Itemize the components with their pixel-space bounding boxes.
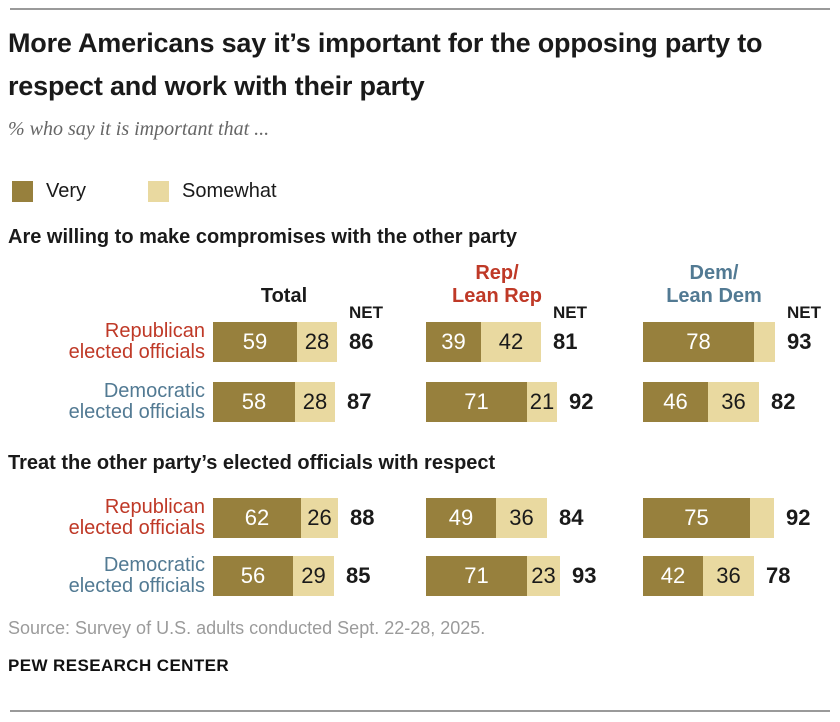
very-segment: 58: [213, 382, 295, 422]
net-value: 82: [771, 389, 796, 414]
somewhat-segment: 42: [481, 322, 541, 362]
legend-label-somewhat: Somewhat: [182, 180, 277, 202]
row-label: Republican elected officials: [0, 497, 205, 539]
column-header: Dem/Lean Dem: [619, 252, 809, 308]
stacked-bar: 75 92: [643, 498, 810, 538]
legend: Very Somewhat: [12, 180, 277, 203]
row-label-line: elected officials: [68, 401, 205, 423]
net-value: 84: [559, 505, 584, 530]
chart-subtitle: % who say it is important that ...: [8, 118, 270, 140]
row-label-line: elected officials: [68, 575, 205, 597]
section-heading: Are willing to make compromises with the…: [8, 226, 517, 248]
section-heading: Treat the other party’s elected official…: [8, 452, 496, 474]
row-label-line: elected officials: [68, 517, 205, 539]
row-label-line: Republican: [104, 320, 205, 342]
stacked-bar: 59 28 86: [213, 322, 373, 362]
column-header-line: Dem/: [689, 262, 739, 284]
very-segment: 75: [643, 498, 750, 538]
stacked-bar: 62 26 88: [213, 498, 374, 538]
net-value: 87: [347, 389, 372, 414]
stacked-bar: 39 42 81: [426, 322, 577, 362]
very-segment: 71: [426, 556, 527, 596]
stacked-bar: 71 23 93: [426, 556, 596, 596]
legend-label-very: Very: [46, 180, 87, 202]
stacked-bar: 56 29 85: [213, 556, 370, 596]
row-label: Democratic elected officials: [0, 555, 205, 597]
somewhat-segment: 23: [527, 556, 560, 596]
somewhat-segment: 29: [293, 556, 334, 596]
net-value: 85: [346, 563, 371, 588]
somewhat-swatch-icon: [148, 181, 170, 202]
somewhat-segment: 28: [297, 322, 337, 362]
stacked-bar: 58 28 87: [213, 382, 371, 422]
top-divider: [10, 8, 830, 10]
very-segment: 42: [643, 556, 703, 596]
somewhat-segment: 36: [496, 498, 547, 538]
row-label-line: Republican: [104, 496, 205, 518]
net-value: 92: [786, 505, 811, 530]
net-header: NET: [787, 303, 821, 322]
legend-item-somewhat: Somewhat: [148, 180, 277, 203]
row-label-line: elected officials: [68, 341, 205, 363]
bottom-divider: [10, 710, 830, 712]
row-label-line: Democratic: [103, 380, 205, 402]
brand-wordmark: PEW RESEARCH CENTER: [8, 656, 230, 675]
very-swatch-icon: [12, 181, 33, 202]
column-header-line: Lean Rep: [451, 285, 543, 307]
column-header: Total: [189, 252, 379, 308]
net-header: NET: [553, 303, 587, 322]
somewhat-segment: 21: [527, 382, 557, 422]
net-value: 93: [572, 563, 597, 588]
very-segment: 56: [213, 556, 293, 596]
net-value: 78: [766, 563, 791, 588]
somewhat-segment: 36: [703, 556, 754, 596]
row-label: Republican elected officials: [0, 321, 205, 363]
net-header: NET: [349, 303, 383, 322]
stacked-bar: 71 21 92: [426, 382, 593, 422]
somewhat-segment: [754, 322, 775, 362]
very-segment: 59: [213, 322, 297, 362]
source-note: Source: Survey of U.S. adults conducted …: [8, 618, 486, 638]
column-header: Rep/Lean Rep: [402, 252, 592, 308]
column-header-line: Lean Dem: [666, 285, 762, 307]
very-segment: 62: [213, 498, 301, 538]
somewhat-segment: 28: [295, 382, 335, 422]
chart-title: More Americans say it’s important for th…: [8, 28, 763, 101]
very-segment: 71: [426, 382, 527, 422]
stacked-bar: 42 36 78: [643, 556, 790, 596]
very-segment: 49: [426, 498, 496, 538]
stacked-bar: 46 36 82: [643, 382, 795, 422]
legend-item-very: Very: [12, 180, 86, 203]
somewhat-segment: [750, 498, 774, 538]
very-segment: 78: [643, 322, 754, 362]
net-value: 81: [553, 329, 578, 354]
net-value: 86: [349, 329, 374, 354]
row-label-line: Democratic: [103, 554, 205, 576]
stacked-bar: 78 93: [643, 322, 811, 362]
somewhat-segment: 36: [708, 382, 759, 422]
row-label: Democratic elected officials: [0, 381, 205, 423]
stacked-bar: 49 36 84: [426, 498, 583, 538]
column-header-line: Total: [260, 285, 308, 307]
very-segment: 39: [426, 322, 481, 362]
very-segment: 46: [643, 382, 708, 422]
net-value: 93: [787, 329, 812, 354]
net-value: 88: [350, 505, 375, 530]
net-value: 92: [569, 389, 594, 414]
column-header-line: Rep/: [475, 262, 519, 284]
somewhat-segment: 26: [301, 498, 338, 538]
